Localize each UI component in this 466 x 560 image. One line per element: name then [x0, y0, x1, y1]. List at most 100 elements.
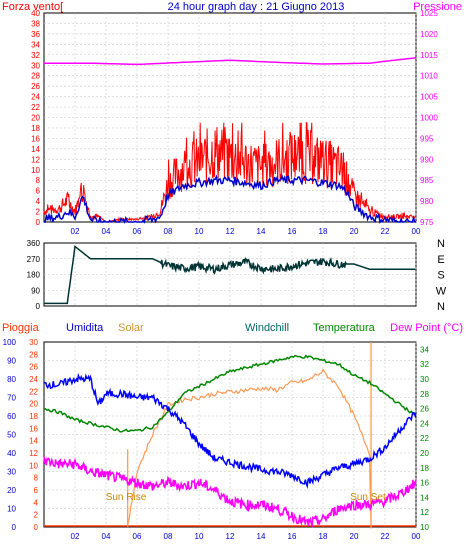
hour-tick-label: 18: [319, 532, 328, 541]
rain-tick-label: 26: [29, 363, 38, 372]
pressure-tick-label: 1010: [420, 72, 438, 81]
direction-tick-label: 0: [36, 302, 41, 311]
pressure-tick-label: 1025: [420, 9, 438, 18]
hour-tick-label: 04: [102, 532, 111, 541]
wind-tick-label: 22: [31, 103, 40, 112]
wind-tick-label: 30: [31, 61, 40, 70]
wind-tick-label: 38: [31, 19, 40, 28]
temp-tick-label: 24: [420, 419, 429, 428]
rain-tick-label: 16: [29, 424, 38, 433]
hour-tick-label: 08: [164, 227, 173, 236]
wind-tick-label: 16: [31, 134, 40, 143]
rain-tick-label: 12: [29, 449, 38, 458]
pressure-tick-label: 995: [420, 134, 434, 143]
humidity-tick-label: 60: [7, 412, 16, 421]
wind-tick-label: 0: [36, 218, 41, 227]
wind-tick-label: 40: [31, 9, 40, 18]
temp-tick-label: 10: [420, 523, 429, 532]
direction-tick-label: 90: [31, 286, 40, 295]
hour-tick-label: 20: [350, 532, 359, 541]
hour-tick-label: 06: [133, 532, 142, 541]
solar-line: [127, 368, 372, 529]
rain-tick-label: 30: [29, 338, 38, 347]
hour-tick-label: 22: [381, 227, 390, 236]
pressure-tick-label: 980: [420, 197, 434, 206]
temp-ticks: 0102030405060708090100024681012141618202…: [3, 338, 430, 541]
humidity-tick-label: 50: [7, 431, 16, 440]
wind-tick-label: 36: [31, 30, 40, 39]
sun-rise-label: Sun Rise: [106, 492, 147, 503]
temp-tick-label: 14: [420, 493, 429, 502]
rain-tick-label: 10: [29, 461, 38, 470]
temp-tick-label: 30: [420, 375, 429, 384]
rain-tick-label: 28: [29, 350, 38, 359]
hour-tick-label: 16: [288, 532, 297, 541]
hour-tick-label: 18: [319, 227, 328, 236]
pressure-tick-label: 1020: [420, 30, 438, 39]
dewpoint-label: Dew Point (°C): [390, 322, 463, 334]
direction-grid: [44, 243, 417, 306]
hour-tick-label: 06: [133, 227, 142, 236]
temp-tick-label: 32: [420, 360, 429, 369]
wind-tick-label: 18: [31, 124, 40, 133]
rain-tick-label: 2: [34, 511, 39, 520]
rain-tick-label: 24: [29, 375, 38, 384]
hour-tick-label: 04: [102, 227, 111, 236]
rain-tick-label: 20: [29, 400, 38, 409]
hour-tick-label: 02: [71, 227, 80, 236]
wind-tick-label: 24: [31, 93, 40, 102]
temperature-line: [43, 354, 417, 433]
wind-tick-label: 14: [31, 145, 40, 154]
rain-tick-label: 8: [34, 474, 39, 483]
wind-tick-label: 26: [31, 82, 40, 91]
compass-label: W: [436, 285, 447, 297]
rain-tick-label: 14: [29, 437, 38, 446]
compass-label: N: [437, 238, 445, 250]
solar-label: Solar: [118, 322, 144, 334]
rain-tick-label: 6: [34, 486, 39, 495]
hour-tick-label: 20: [350, 227, 359, 236]
wind-tick-label: 2: [36, 208, 41, 217]
wind-series: [43, 56, 417, 225]
wind-tick-label: 12: [31, 155, 40, 164]
temp-tick-label: 22: [420, 434, 429, 443]
compass-label: S: [437, 270, 444, 282]
hour-tick-label: 10: [195, 227, 204, 236]
wind-tick-label: 20: [31, 114, 40, 123]
direction-tick-label: 360: [27, 239, 41, 248]
sun-set-label: Sun Set: [350, 492, 386, 503]
compass-label: N: [437, 301, 445, 313]
humidity-tick-label: 100: [3, 338, 17, 347]
rain-tick-label: 4: [34, 498, 39, 507]
temp-tick-label: 16: [420, 479, 429, 488]
wind-tick-label: 34: [31, 40, 40, 49]
wind-average-line: [44, 174, 416, 225]
humidity-tick-label: 0: [12, 523, 17, 532]
humidity-tick-label: 80: [7, 375, 16, 384]
humidity-tick-label: 20: [7, 486, 16, 495]
temp-tick-label: 26: [420, 405, 429, 414]
humidity-line: [43, 372, 417, 490]
temperature-label: Temperatura: [313, 322, 376, 334]
hour-tick-label: 12: [226, 532, 235, 541]
pressure-tick-label: 1000: [420, 114, 438, 123]
compass-label: E: [437, 254, 444, 266]
pressure-tick-label: 1005: [420, 93, 438, 102]
wind-ticks: 0246810121416182022242628303234363840975…: [31, 9, 438, 236]
pressure-line: [44, 56, 417, 66]
direction-tick-label: 180: [27, 271, 41, 280]
hour-tick-label: 08: [164, 532, 173, 541]
wind-direction-line: [44, 245, 416, 305]
rain-tick-label: 22: [29, 387, 38, 396]
pressure-axis-label: Pressione: [413, 1, 462, 13]
pressure-tick-label: 1015: [420, 51, 438, 60]
dewpoint-line: [43, 456, 417, 528]
hour-tick-label: 10: [195, 532, 204, 541]
hour-tick-label: 14: [257, 532, 266, 541]
hour-tick-label: 16: [288, 227, 297, 236]
temp-tick-label: 12: [420, 508, 429, 517]
hour-tick-label: 00: [412, 532, 421, 541]
